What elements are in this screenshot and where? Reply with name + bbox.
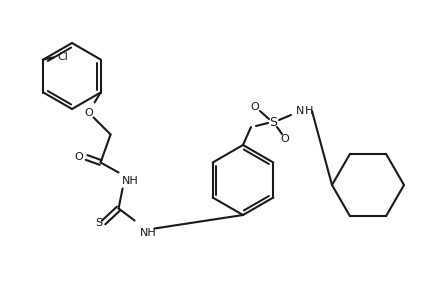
Text: O: O	[281, 134, 289, 144]
Text: H: H	[305, 106, 314, 116]
Text: NH: NH	[122, 175, 139, 185]
Text: O: O	[84, 108, 93, 117]
Text: Cl: Cl	[57, 52, 68, 61]
Text: O: O	[251, 102, 260, 112]
Text: S: S	[95, 218, 102, 228]
Text: O: O	[74, 153, 83, 162]
Text: N: N	[296, 106, 304, 116]
Text: S: S	[269, 117, 277, 130]
Text: NH: NH	[140, 228, 157, 237]
